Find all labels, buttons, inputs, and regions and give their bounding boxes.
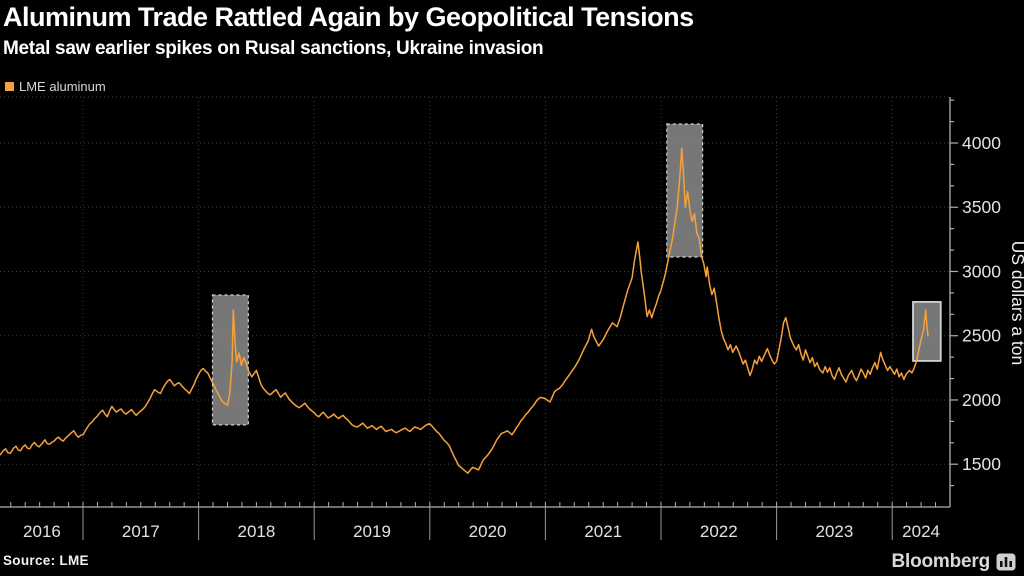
- price-line: [0, 147, 929, 474]
- bloomberg-bars-icon: [996, 553, 1016, 571]
- x-tick-label: 2024: [902, 522, 940, 541]
- x-tick-label: 2023: [815, 522, 853, 541]
- y-tick-label: 3500: [962, 197, 1001, 217]
- legend-swatch-icon: [5, 82, 14, 91]
- y-tick-label: 4000: [962, 133, 1001, 153]
- x-tick-label: 2022: [700, 522, 738, 541]
- x-tick-label: 2016: [23, 522, 61, 541]
- chart-title: Aluminum Trade Rattled Again by Geopolit…: [3, 2, 694, 32]
- x-tick-label: 2019: [353, 522, 391, 541]
- y-tick-label: 3000: [962, 261, 1001, 281]
- gridlines: [0, 96, 950, 507]
- chart-legend: LME aluminum: [5, 79, 106, 94]
- y-tick-label: 2000: [962, 390, 1001, 410]
- bloomberg-logo: Bloomberg: [892, 551, 1016, 573]
- x-tick-label: 2018: [237, 522, 275, 541]
- x-tick-label: 2017: [122, 522, 160, 541]
- legend-label: LME aluminum: [19, 79, 106, 94]
- x-tick-label: 2021: [584, 522, 622, 541]
- axes: 2016 2017 2018 2019 2020 2021 2022 2023 2024 1500…: [0, 97, 1024, 541]
- chart-subtitle: Metal saw earlier spikes on Rusal sancti…: [3, 38, 544, 59]
- x-tick-label: 2020: [469, 522, 507, 541]
- source-attribution: Source: LME: [3, 553, 89, 568]
- y-tick-label: 1500: [962, 454, 1001, 474]
- bloomberg-wordmark: Bloomberg: [891, 551, 991, 572]
- y-axis-title: US dollars a ton: [1008, 241, 1024, 366]
- y-tick-label: 2500: [962, 326, 1001, 346]
